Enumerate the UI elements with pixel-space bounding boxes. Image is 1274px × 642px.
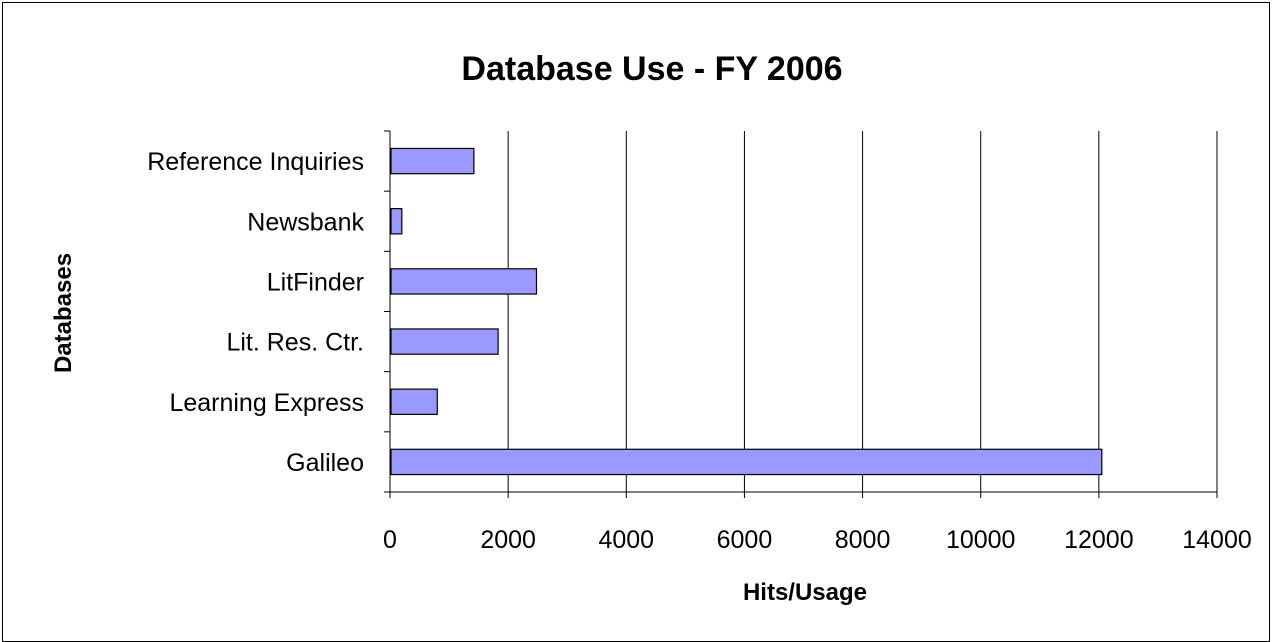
bar (390, 388, 438, 415)
category-label: Learning Express (169, 389, 364, 417)
x-tick-label: 10000 (946, 526, 1016, 554)
x-tick-label: 4000 (598, 526, 654, 554)
category-label: Galileo (286, 449, 364, 477)
bar (390, 147, 475, 175)
bar (390, 208, 403, 235)
x-tick-label: 2000 (480, 526, 536, 554)
bar (390, 448, 1103, 476)
x-axis-title: Hits/Usage (743, 579, 867, 606)
category-label: Newsbank (247, 208, 364, 236)
x-tick-label: 0 (383, 526, 397, 554)
plot-area (384, 130, 1218, 498)
bar-chart: Database Use - FY 2006 Galileo Learning E… (50, 50, 1252, 606)
bar (390, 268, 538, 295)
category-label: LitFinder (267, 268, 364, 296)
x-axis-labels: 0 2000 4000 6000 8000 10000 12000 14000 (383, 526, 1252, 554)
x-tick-label: 14000 (1182, 526, 1252, 554)
category-label: Reference Inquiries (147, 148, 364, 176)
category-label: Lit. Res. Ctr. (226, 329, 364, 357)
x-tick-label: 12000 (1064, 526, 1134, 554)
x-tick-label: 8000 (835, 526, 891, 554)
y-axis-title: Databases (50, 253, 77, 373)
bar (390, 328, 499, 355)
chart-title: Database Use - FY 2006 (461, 50, 842, 88)
x-tick-label: 6000 (717, 526, 773, 554)
y-axis-labels: Galileo Learning Express Lit. Res. Ctr. Lit… (147, 148, 364, 477)
